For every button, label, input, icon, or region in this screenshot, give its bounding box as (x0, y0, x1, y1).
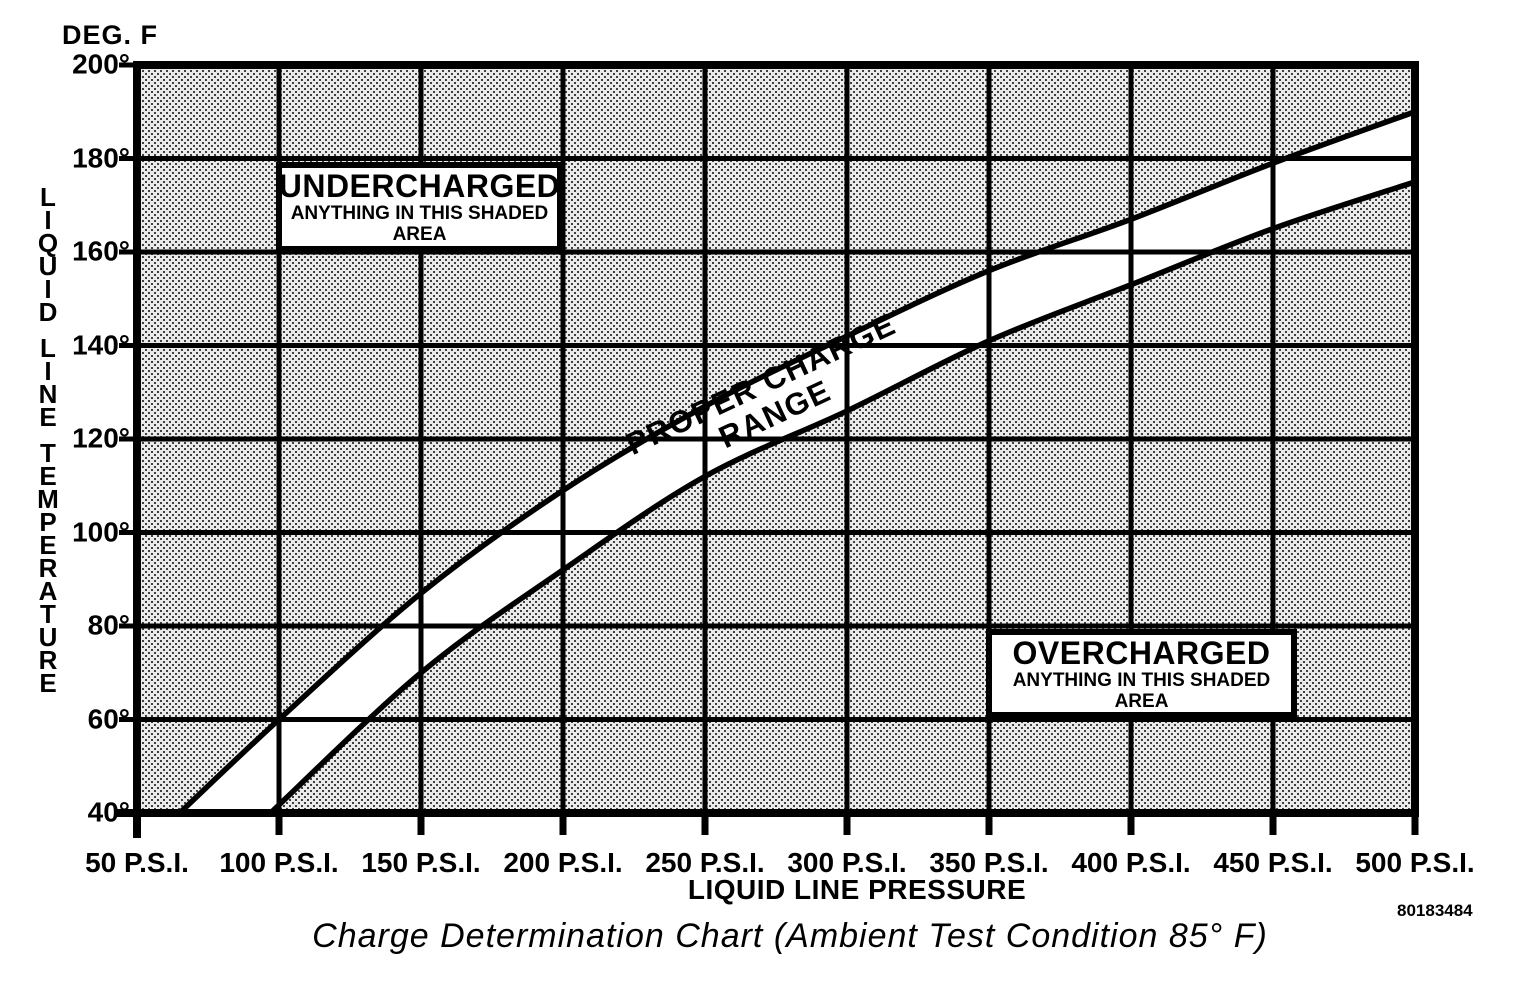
y-tick-label: 140° (72, 328, 130, 360)
y-tick-label: 80° (87, 609, 130, 641)
lower-boundary-curve (268, 179, 1416, 816)
y-axis-title-letter: M (37, 484, 59, 514)
x-tick-label: 150 P.S.I. (361, 847, 481, 878)
x-tick-label: 500 P.S.I. (1355, 847, 1475, 878)
y-axis-title-letter: T (40, 438, 56, 468)
y-axis-title-letter: U (38, 622, 58, 652)
overcharged-title: OVERCHARGED (1012, 634, 1271, 671)
y-tick-label: 40° (87, 796, 130, 828)
y-tick-label: 100° (72, 515, 130, 547)
part-number: 80183484 (1397, 901, 1473, 920)
x-tick-label: 300 P.S.I. (787, 847, 907, 878)
x-tick-label: 450 P.S.I. (1213, 847, 1333, 878)
y-tick-label: 200° (72, 48, 130, 80)
undercharged-subtitle: ANYTHING IN THIS SHADED (290, 203, 549, 224)
y-axis-title-letter: I (44, 205, 52, 235)
y-axis-title-letter: P (39, 507, 57, 537)
undercharged-region-label: UNDERCHARGED ANYTHING IN THIS SHADED ARE… (276, 162, 563, 252)
y-tick-label: 60° (87, 702, 130, 734)
x-tick-label: 400 P.S.I. (1071, 847, 1191, 878)
y-axis-unit-label: DEG. F (62, 20, 159, 50)
undercharged-subtitle-2: AREA (392, 224, 447, 245)
y-tick-label: 120° (72, 422, 130, 454)
y-axis-title-letter: L (40, 182, 56, 212)
proper-charge-band (179, 111, 1416, 813)
undercharged-title: UNDERCHARGED (278, 168, 561, 204)
overcharged-subtitle-2: AREA (1114, 690, 1169, 712)
x-tick-label: 50 P.S.I. (85, 847, 189, 878)
y-axis-title-letter: E (39, 668, 57, 698)
upper-boundary-curve (177, 109, 1416, 816)
y-axis-title-letter: Q (37, 228, 59, 258)
y-axis-title-letter: E (39, 461, 57, 491)
y-axis-title-letter: N (38, 379, 58, 409)
x-tick-label: 350 P.S.I. (929, 847, 1049, 878)
y-axis-title-letter: A (38, 576, 58, 606)
y-axis-title-letter: D (38, 297, 58, 327)
x-axis-title: LIQUID LINE PRESSURE (687, 874, 1027, 905)
y-axis-title-letter: I (44, 274, 52, 304)
x-tick-label: 250 P.S.I. (645, 847, 765, 878)
y-axis-title-letter: R (38, 553, 58, 583)
y-tick-label: 180° (72, 141, 130, 173)
y-axis-title-letter: I (44, 356, 52, 386)
y-axis-title-letter: R (38, 645, 58, 675)
x-tick-label: 100 P.S.I. (219, 847, 339, 878)
overcharged-subtitle: ANYTHING IN THIS SHADED (1012, 669, 1271, 691)
chart-caption: Charge Determination Chart (Ambient Test… (312, 917, 1268, 955)
y-axis-title-letter: L (40, 333, 56, 363)
y-axis-title-letter: E (39, 530, 57, 560)
y-axis-title-letter: E (39, 402, 57, 432)
y-axis-title-letter: T (40, 599, 56, 629)
x-tick-label: 200 P.S.I. (503, 847, 623, 878)
y-axis-title-letter: U (38, 251, 58, 281)
y-tick-label: 160° (72, 235, 130, 267)
overcharged-region-label: OVERCHARGED ANYTHING IN THIS SHADED AREA (986, 629, 1297, 718)
